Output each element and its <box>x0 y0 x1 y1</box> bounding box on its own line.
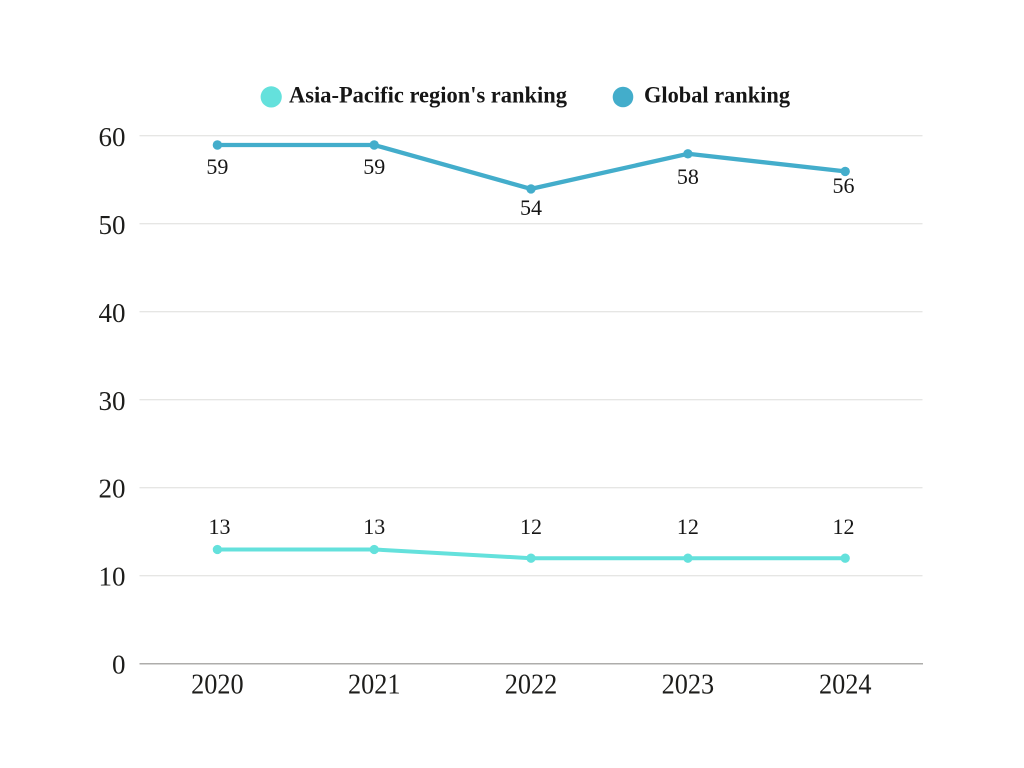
svg-text:2021: 2021 <box>348 669 401 701</box>
svg-text:58: 58 <box>677 164 699 189</box>
svg-text:56: 56 <box>833 173 855 198</box>
svg-text:40: 40 <box>99 298 126 328</box>
svg-text:30: 30 <box>99 386 126 416</box>
svg-text:Global ranking: Global ranking <box>644 82 790 107</box>
svg-text:10: 10 <box>99 562 126 592</box>
svg-text:2022: 2022 <box>505 669 558 701</box>
svg-text:12: 12 <box>520 514 542 539</box>
svg-text:12: 12 <box>677 514 699 539</box>
svg-text:20: 20 <box>99 474 126 504</box>
svg-text:13: 13 <box>363 514 385 539</box>
svg-text:2023: 2023 <box>662 669 715 701</box>
svg-text:60: 60 <box>99 122 126 152</box>
svg-text:59: 59 <box>363 154 385 179</box>
svg-text:Asia-Pacific region's ranking: Asia-Pacific region's ranking <box>289 82 567 107</box>
svg-text:0: 0 <box>112 650 126 680</box>
svg-text:59: 59 <box>206 154 228 179</box>
svg-text:50: 50 <box>99 210 126 240</box>
svg-text:12: 12 <box>833 514 855 539</box>
svg-text:13: 13 <box>209 514 231 539</box>
svg-text:2020: 2020 <box>191 669 244 701</box>
svg-text:54: 54 <box>520 195 542 220</box>
svg-text:2024: 2024 <box>819 669 872 701</box>
